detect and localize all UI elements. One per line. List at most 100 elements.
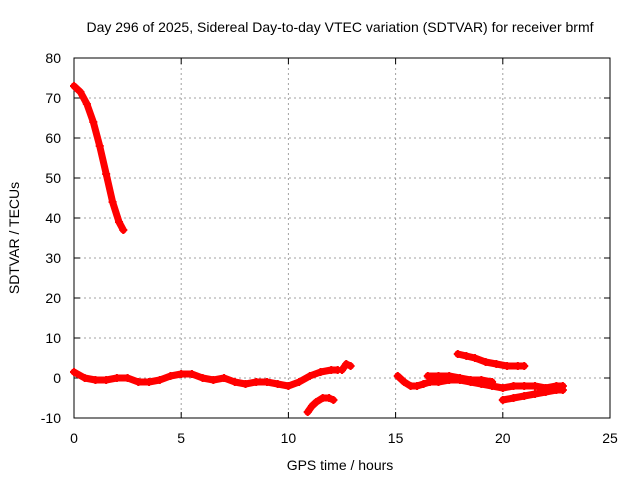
x-tick-label: 20: [495, 430, 511, 446]
data-point: [70, 368, 78, 376]
data-point: [108, 198, 117, 206]
x-tick-label: 25: [602, 430, 618, 446]
data-point: [423, 372, 432, 380]
data-point: [481, 358, 490, 366]
data-point: [509, 382, 518, 390]
data-point: [115, 218, 124, 226]
data-point: [198, 374, 207, 382]
data-point: [541, 388, 550, 396]
data-point: [434, 372, 443, 380]
data-point: [187, 370, 196, 378]
data-point: [530, 382, 539, 390]
data-point: [488, 378, 497, 386]
y-tick-label: 80: [45, 50, 61, 66]
tick-labels: 0 5 10 15 20 25 -10 0 10 20 30 40 50 60 70 80: [41, 50, 618, 446]
data-point: [558, 386, 567, 394]
data-point: [262, 378, 271, 386]
data-point: [252, 378, 261, 386]
data-point: [477, 376, 486, 384]
y-tick-label: 60: [45, 130, 61, 146]
data-point: [455, 374, 464, 382]
data-point: [145, 378, 154, 386]
data-point: [123, 374, 132, 382]
y-tick-label: 50: [45, 170, 61, 186]
data-point: [470, 354, 479, 362]
grid-lines: [74, 58, 610, 418]
data-point: [76, 88, 85, 96]
data-point: [305, 372, 314, 380]
data-point: [209, 376, 218, 384]
data-point: [325, 394, 334, 402]
data-point: [453, 350, 462, 358]
data-point: [70, 82, 78, 90]
y-tick-label: 0: [53, 370, 61, 386]
x-tick-label: 10: [281, 430, 297, 446]
series-segment-3: [303, 394, 338, 416]
y-tick-label: 30: [45, 250, 61, 266]
series-segment-6: [423, 372, 497, 386]
x-axis-label: GPS time / hours: [287, 457, 394, 473]
data-point: [400, 378, 409, 386]
data-point: [220, 374, 229, 382]
data-point: [338, 366, 346, 374]
data-point: [509, 394, 518, 402]
data-point: [112, 374, 121, 382]
data-point: [102, 170, 111, 178]
data-point: [445, 372, 454, 380]
data-point: [492, 360, 501, 368]
plot-frame: [73, 57, 611, 419]
data-point: [155, 376, 164, 384]
data-point: [520, 362, 529, 370]
data-point: [303, 408, 312, 416]
y-tick-label: 10: [45, 330, 61, 346]
data-point: [530, 390, 539, 398]
y-axis-label: SDTVAR / TECUs: [6, 182, 22, 294]
data-point: [134, 378, 143, 386]
data-point: [520, 382, 529, 390]
data-point: [312, 398, 321, 406]
data-point: [102, 376, 111, 384]
data-point: [462, 352, 471, 360]
series-segment-4: [338, 360, 355, 374]
data-point: [316, 368, 325, 376]
data-point: [342, 360, 351, 368]
series-segment-1: [70, 82, 128, 234]
y-tick-label: 70: [45, 90, 61, 106]
x-tick-label: 15: [388, 430, 404, 446]
series-segment-7: [453, 350, 529, 370]
data-point: [95, 142, 104, 150]
y-tick-label: 20: [45, 290, 61, 306]
data-point: [177, 370, 186, 378]
data-point: [230, 378, 239, 386]
data-point: [80, 374, 89, 382]
chart-title: Day 296 of 2025, Sidereal Day-to-day VTE…: [86, 19, 593, 35]
data-point: [393, 372, 402, 380]
data-point: [91, 376, 100, 384]
series-segment-2: [70, 366, 342, 390]
data-point: [295, 378, 304, 386]
data-point: [307, 402, 316, 410]
data-point: [520, 392, 529, 400]
y-tick-label: -10: [41, 410, 61, 426]
data-point: [284, 382, 293, 390]
data-point: [413, 382, 422, 390]
data-point: [419, 380, 428, 388]
data-point: [466, 376, 475, 384]
data-point: [273, 380, 282, 388]
data-point: [329, 396, 338, 404]
data-point: [166, 372, 175, 380]
y-tick-label: 40: [45, 210, 61, 226]
data-marks: [70, 82, 567, 416]
data-point: [89, 118, 98, 126]
data-point: [498, 396, 507, 404]
series-band: [70, 82, 127, 234]
data-point: [82, 100, 91, 108]
data-point: [241, 380, 250, 388]
x-tick-label: 5: [177, 430, 185, 446]
data-point: [346, 362, 355, 370]
x-tick-label: 0: [70, 430, 78, 446]
data-point: [119, 226, 128, 234]
series-segment-8: [498, 386, 567, 404]
data-point: [503, 362, 512, 370]
